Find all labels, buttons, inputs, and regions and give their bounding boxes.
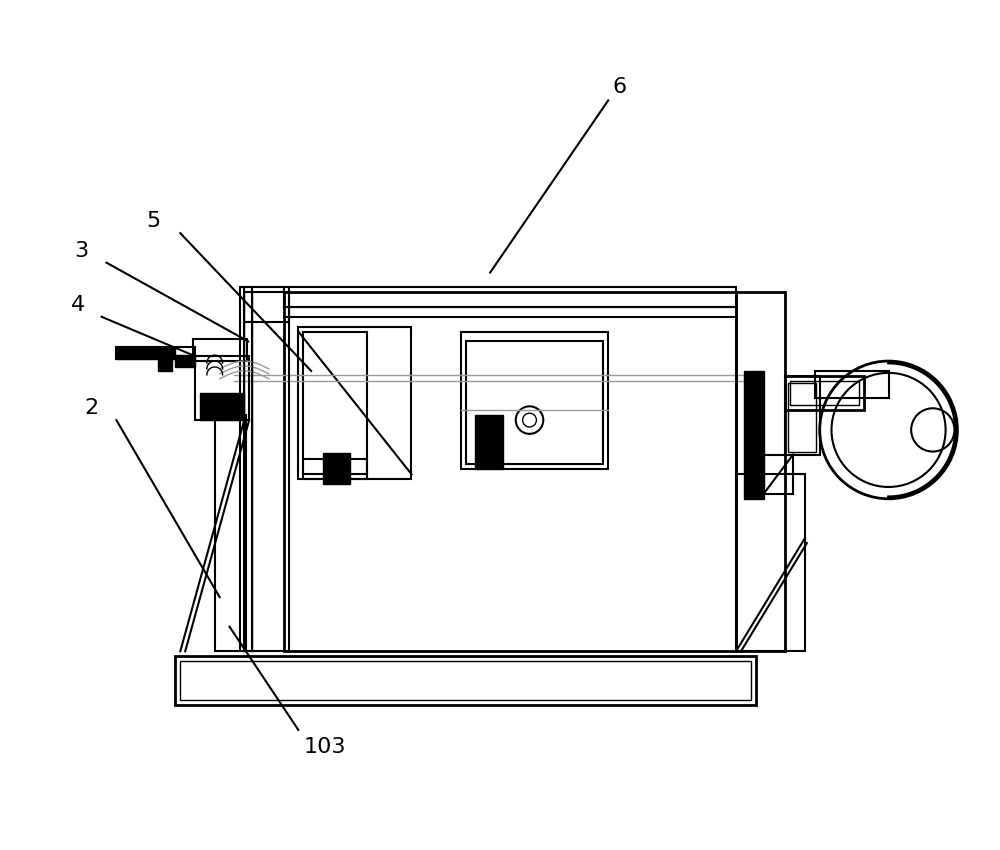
Bar [790, 381, 859, 405]
Bar [195, 356, 249, 420]
Bar [303, 460, 367, 479]
Bar [193, 339, 247, 361]
Bar [175, 355, 195, 367]
Bar [240, 287, 252, 651]
Bar [215, 415, 246, 651]
Bar [116, 348, 175, 359]
Text: 6: 6 [612, 77, 626, 98]
Bar [284, 292, 736, 651]
Bar [298, 326, 411, 479]
Text: 2: 2 [85, 398, 99, 418]
Bar [461, 332, 608, 469]
Bar [116, 348, 195, 359]
Bar [466, 342, 603, 464]
Text: 4: 4 [71, 295, 85, 314]
Bar [475, 415, 503, 469]
Bar [785, 376, 820, 455]
Bar [200, 393, 244, 420]
Bar [736, 474, 805, 651]
Bar [323, 452, 350, 484]
Bar [244, 287, 289, 651]
Bar [785, 376, 864, 411]
Bar [815, 371, 889, 399]
Bar [284, 287, 736, 307]
Bar [175, 656, 756, 706]
Bar [158, 351, 172, 371]
Bar [744, 371, 764, 499]
Bar [180, 661, 751, 700]
Bar [303, 332, 367, 474]
Text: 5: 5 [146, 211, 161, 231]
Bar [764, 455, 793, 494]
Bar [736, 292, 785, 651]
Bar [244, 292, 289, 321]
Bar [788, 382, 816, 451]
Text: 3: 3 [75, 241, 89, 261]
Text: 103: 103 [303, 737, 346, 757]
